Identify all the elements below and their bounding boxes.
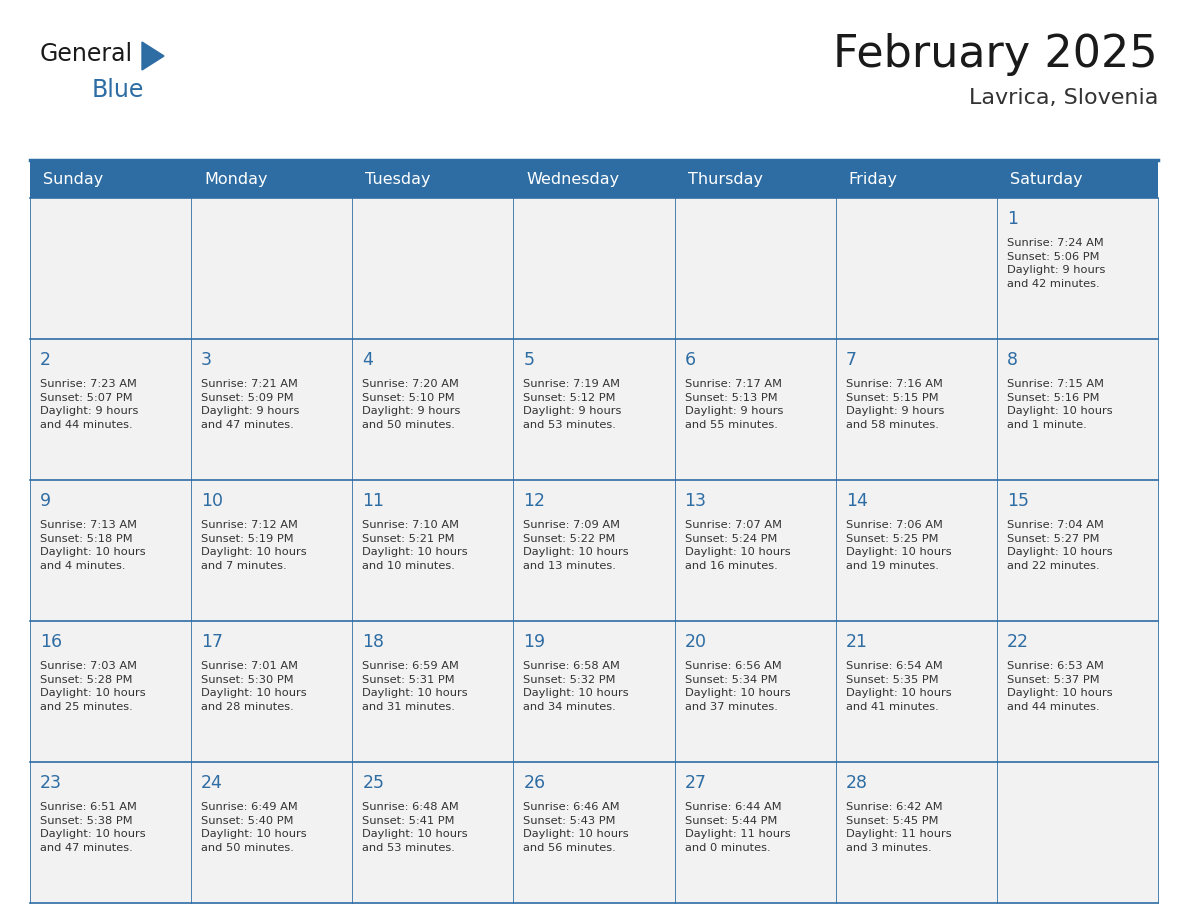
Text: 1: 1 [1007, 210, 1018, 228]
Text: Sunrise: 6:58 AM
Sunset: 5:32 PM
Daylight: 10 hours
and 34 minutes.: Sunrise: 6:58 AM Sunset: 5:32 PM Dayligh… [524, 661, 630, 711]
Text: 18: 18 [362, 633, 384, 651]
Text: Sunrise: 7:13 AM
Sunset: 5:18 PM
Daylight: 10 hours
and 4 minutes.: Sunrise: 7:13 AM Sunset: 5:18 PM Dayligh… [40, 520, 146, 571]
Bar [30, 621, 1158, 762]
Text: Sunrise: 7:01 AM
Sunset: 5:30 PM
Daylight: 10 hours
and 28 minutes.: Sunrise: 7:01 AM Sunset: 5:30 PM Dayligh… [201, 661, 307, 711]
Bar [30, 198, 1158, 339]
Text: 27: 27 [684, 774, 707, 792]
Text: 12: 12 [524, 492, 545, 510]
Text: Sunrise: 7:21 AM
Sunset: 5:09 PM
Daylight: 9 hours
and 47 minutes.: Sunrise: 7:21 AM Sunset: 5:09 PM Dayligh… [201, 379, 299, 430]
Text: Sunrise: 7:20 AM
Sunset: 5:10 PM
Daylight: 9 hours
and 50 minutes.: Sunrise: 7:20 AM Sunset: 5:10 PM Dayligh… [362, 379, 461, 430]
Text: Sunrise: 6:44 AM
Sunset: 5:44 PM
Daylight: 11 hours
and 0 minutes.: Sunrise: 6:44 AM Sunset: 5:44 PM Dayligh… [684, 802, 790, 853]
Text: Sunrise: 7:23 AM
Sunset: 5:07 PM
Daylight: 9 hours
and 44 minutes.: Sunrise: 7:23 AM Sunset: 5:07 PM Dayligh… [40, 379, 138, 430]
Text: 28: 28 [846, 774, 867, 792]
Text: 21: 21 [846, 633, 867, 651]
Text: Sunrise: 7:04 AM
Sunset: 5:27 PM
Daylight: 10 hours
and 22 minutes.: Sunrise: 7:04 AM Sunset: 5:27 PM Dayligh… [1007, 520, 1112, 571]
Bar [30, 480, 1158, 621]
Text: 24: 24 [201, 774, 223, 792]
Text: 6: 6 [684, 351, 696, 369]
Text: Sunrise: 7:06 AM
Sunset: 5:25 PM
Daylight: 10 hours
and 19 minutes.: Sunrise: 7:06 AM Sunset: 5:25 PM Dayligh… [846, 520, 952, 571]
Text: Sunrise: 6:56 AM
Sunset: 5:34 PM
Daylight: 10 hours
and 37 minutes.: Sunrise: 6:56 AM Sunset: 5:34 PM Dayligh… [684, 661, 790, 711]
Text: 17: 17 [201, 633, 223, 651]
Text: 8: 8 [1007, 351, 1018, 369]
Text: Sunrise: 6:54 AM
Sunset: 5:35 PM
Daylight: 10 hours
and 41 minutes.: Sunrise: 6:54 AM Sunset: 5:35 PM Dayligh… [846, 661, 952, 711]
Text: Sunrise: 7:12 AM
Sunset: 5:19 PM
Daylight: 10 hours
and 7 minutes.: Sunrise: 7:12 AM Sunset: 5:19 PM Dayligh… [201, 520, 307, 571]
Text: Sunrise: 7:24 AM
Sunset: 5:06 PM
Daylight: 9 hours
and 42 minutes.: Sunrise: 7:24 AM Sunset: 5:06 PM Dayligh… [1007, 238, 1105, 289]
Text: 16: 16 [40, 633, 62, 651]
Text: Monday: Monday [204, 172, 267, 186]
Text: 26: 26 [524, 774, 545, 792]
Text: Wednesday: Wednesday [526, 172, 620, 186]
Text: 3: 3 [201, 351, 213, 369]
Bar [30, 762, 1158, 903]
Text: Sunrise: 7:16 AM
Sunset: 5:15 PM
Daylight: 9 hours
and 58 minutes.: Sunrise: 7:16 AM Sunset: 5:15 PM Dayligh… [846, 379, 944, 430]
Text: 15: 15 [1007, 492, 1029, 510]
Text: 7: 7 [846, 351, 857, 369]
Text: Sunrise: 7:19 AM
Sunset: 5:12 PM
Daylight: 9 hours
and 53 minutes.: Sunrise: 7:19 AM Sunset: 5:12 PM Dayligh… [524, 379, 621, 430]
Bar [30, 160, 1158, 198]
Text: Sunrise: 6:46 AM
Sunset: 5:43 PM
Daylight: 10 hours
and 56 minutes.: Sunrise: 6:46 AM Sunset: 5:43 PM Dayligh… [524, 802, 630, 853]
Text: Sunrise: 6:49 AM
Sunset: 5:40 PM
Daylight: 10 hours
and 50 minutes.: Sunrise: 6:49 AM Sunset: 5:40 PM Dayligh… [201, 802, 307, 853]
Text: 19: 19 [524, 633, 545, 651]
Text: Sunrise: 7:10 AM
Sunset: 5:21 PM
Daylight: 10 hours
and 10 minutes.: Sunrise: 7:10 AM Sunset: 5:21 PM Dayligh… [362, 520, 468, 571]
Text: 9: 9 [40, 492, 51, 510]
Text: Blue: Blue [91, 78, 145, 102]
Text: 23: 23 [40, 774, 62, 792]
Text: Sunday: Sunday [43, 172, 103, 186]
Text: Sunrise: 6:59 AM
Sunset: 5:31 PM
Daylight: 10 hours
and 31 minutes.: Sunrise: 6:59 AM Sunset: 5:31 PM Dayligh… [362, 661, 468, 711]
Text: 4: 4 [362, 351, 373, 369]
Text: Tuesday: Tuesday [365, 172, 431, 186]
Text: General: General [40, 42, 133, 66]
Text: Lavrica, Slovenia: Lavrica, Slovenia [968, 88, 1158, 108]
Text: 20: 20 [684, 633, 707, 651]
Text: February 2025: February 2025 [833, 33, 1158, 76]
Polygon shape [143, 42, 164, 70]
Text: Sunrise: 6:42 AM
Sunset: 5:45 PM
Daylight: 11 hours
and 3 minutes.: Sunrise: 6:42 AM Sunset: 5:45 PM Dayligh… [846, 802, 952, 853]
Text: 25: 25 [362, 774, 384, 792]
Text: Sunrise: 7:07 AM
Sunset: 5:24 PM
Daylight: 10 hours
and 16 minutes.: Sunrise: 7:07 AM Sunset: 5:24 PM Dayligh… [684, 520, 790, 571]
Text: Sunrise: 7:15 AM
Sunset: 5:16 PM
Daylight: 10 hours
and 1 minute.: Sunrise: 7:15 AM Sunset: 5:16 PM Dayligh… [1007, 379, 1112, 430]
Text: Sunrise: 6:51 AM
Sunset: 5:38 PM
Daylight: 10 hours
and 47 minutes.: Sunrise: 6:51 AM Sunset: 5:38 PM Dayligh… [40, 802, 146, 853]
Text: 10: 10 [201, 492, 223, 510]
Text: 13: 13 [684, 492, 707, 510]
Text: 11: 11 [362, 492, 384, 510]
Text: Sunrise: 7:09 AM
Sunset: 5:22 PM
Daylight: 10 hours
and 13 minutes.: Sunrise: 7:09 AM Sunset: 5:22 PM Dayligh… [524, 520, 630, 571]
Text: Friday: Friday [848, 172, 898, 186]
Text: Sunrise: 6:53 AM
Sunset: 5:37 PM
Daylight: 10 hours
and 44 minutes.: Sunrise: 6:53 AM Sunset: 5:37 PM Dayligh… [1007, 661, 1112, 711]
Text: 5: 5 [524, 351, 535, 369]
Text: 14: 14 [846, 492, 867, 510]
Bar [30, 339, 1158, 480]
Text: Sunrise: 7:17 AM
Sunset: 5:13 PM
Daylight: 9 hours
and 55 minutes.: Sunrise: 7:17 AM Sunset: 5:13 PM Dayligh… [684, 379, 783, 430]
Text: Saturday: Saturday [1010, 172, 1082, 186]
Text: Sunrise: 6:48 AM
Sunset: 5:41 PM
Daylight: 10 hours
and 53 minutes.: Sunrise: 6:48 AM Sunset: 5:41 PM Dayligh… [362, 802, 468, 853]
Text: Thursday: Thursday [688, 172, 763, 186]
Text: 2: 2 [40, 351, 51, 369]
Text: 22: 22 [1007, 633, 1029, 651]
Text: Sunrise: 7:03 AM
Sunset: 5:28 PM
Daylight: 10 hours
and 25 minutes.: Sunrise: 7:03 AM Sunset: 5:28 PM Dayligh… [40, 661, 146, 711]
